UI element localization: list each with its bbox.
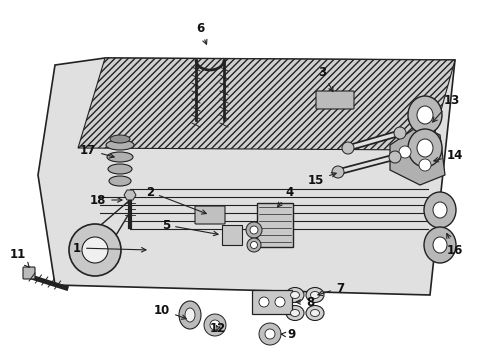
Ellipse shape	[69, 224, 121, 276]
Ellipse shape	[305, 306, 324, 320]
Circle shape	[393, 127, 405, 139]
Polygon shape	[389, 125, 444, 185]
Ellipse shape	[179, 301, 201, 329]
Ellipse shape	[106, 140, 134, 150]
Ellipse shape	[290, 292, 299, 298]
Circle shape	[203, 314, 225, 336]
Ellipse shape	[290, 310, 299, 316]
Ellipse shape	[245, 222, 262, 238]
Ellipse shape	[108, 164, 132, 174]
Text: 8: 8	[295, 296, 313, 309]
Text: 16: 16	[446, 234, 462, 257]
Circle shape	[388, 151, 400, 163]
Ellipse shape	[305, 288, 324, 302]
FancyBboxPatch shape	[251, 290, 291, 314]
Ellipse shape	[184, 308, 195, 322]
Circle shape	[274, 297, 285, 307]
Ellipse shape	[432, 202, 446, 218]
FancyBboxPatch shape	[222, 225, 242, 245]
FancyBboxPatch shape	[23, 267, 35, 279]
Ellipse shape	[310, 292, 319, 298]
Ellipse shape	[407, 129, 441, 167]
Text: 15: 15	[307, 172, 335, 186]
Circle shape	[418, 159, 430, 171]
Ellipse shape	[432, 237, 446, 253]
Text: 3: 3	[317, 66, 332, 91]
Ellipse shape	[110, 135, 130, 143]
Text: 5: 5	[162, 219, 218, 236]
Ellipse shape	[107, 152, 133, 162]
FancyBboxPatch shape	[195, 206, 224, 224]
Text: 14: 14	[433, 149, 462, 162]
Ellipse shape	[250, 242, 257, 248]
Text: 7: 7	[317, 282, 344, 296]
Circle shape	[341, 142, 353, 154]
Circle shape	[264, 329, 274, 339]
Text: 10: 10	[154, 303, 186, 319]
Ellipse shape	[416, 139, 432, 157]
Ellipse shape	[249, 226, 258, 234]
Circle shape	[259, 323, 281, 345]
Polygon shape	[78, 58, 454, 150]
Text: 12: 12	[209, 321, 225, 334]
Text: 9: 9	[281, 328, 296, 342]
Text: 6: 6	[196, 22, 206, 44]
Circle shape	[209, 320, 220, 330]
FancyBboxPatch shape	[257, 203, 292, 247]
Ellipse shape	[246, 238, 261, 252]
Ellipse shape	[285, 288, 304, 302]
Text: 17: 17	[80, 144, 114, 158]
Ellipse shape	[82, 237, 108, 263]
Circle shape	[398, 146, 410, 158]
Polygon shape	[124, 190, 136, 200]
Ellipse shape	[423, 227, 455, 263]
Ellipse shape	[285, 306, 304, 320]
Ellipse shape	[407, 96, 441, 134]
Text: 2: 2	[145, 185, 206, 214]
Ellipse shape	[423, 192, 455, 228]
FancyBboxPatch shape	[315, 91, 353, 109]
Text: 4: 4	[277, 185, 293, 207]
Ellipse shape	[109, 176, 131, 186]
Polygon shape	[38, 58, 454, 295]
Ellipse shape	[416, 106, 432, 124]
Circle shape	[259, 297, 268, 307]
Text: 1: 1	[73, 242, 146, 255]
Text: 18: 18	[90, 194, 122, 207]
Ellipse shape	[310, 310, 319, 316]
Text: 11: 11	[10, 248, 29, 267]
Text: 13: 13	[432, 94, 459, 122]
Circle shape	[331, 166, 343, 178]
